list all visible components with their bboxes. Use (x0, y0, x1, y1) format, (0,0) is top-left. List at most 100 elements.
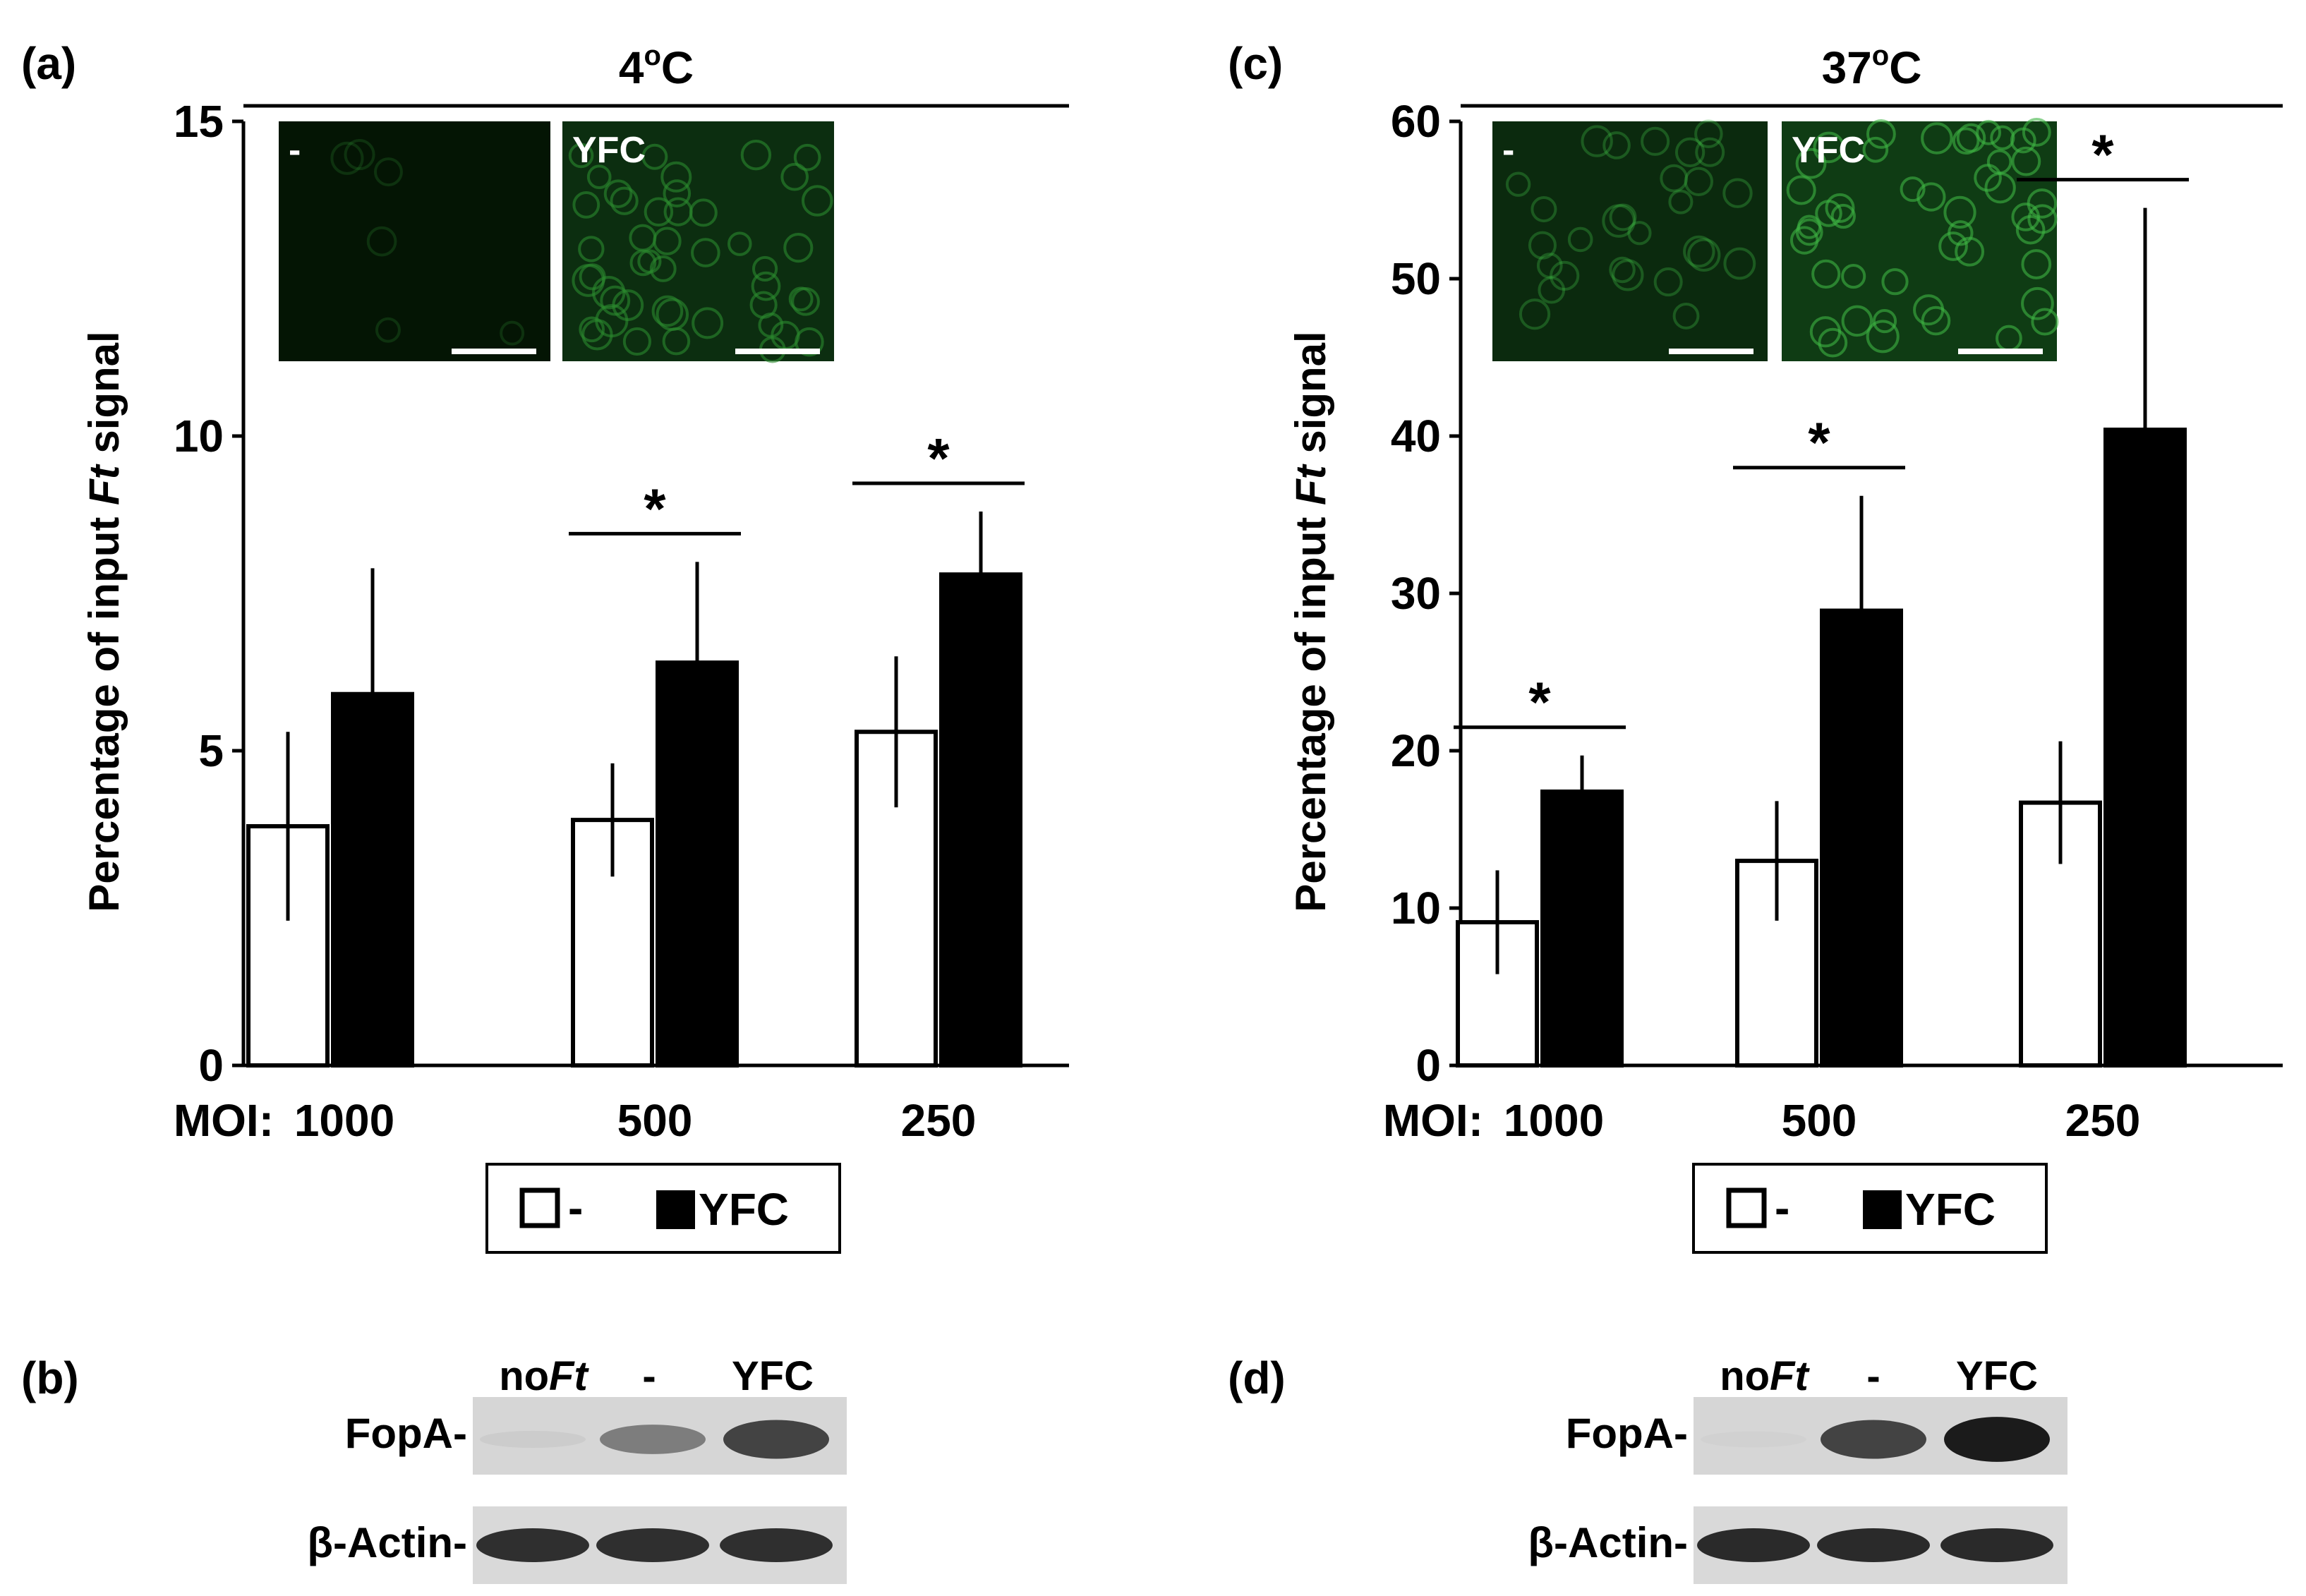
cell-spot (1976, 119, 2002, 145)
blot-band-fopa (600, 1425, 706, 1454)
legend-swatch-yfc (1863, 1190, 1902, 1229)
y-tick-label: 50 (1391, 253, 1441, 304)
blot-band-actin (1940, 1528, 2053, 1562)
bar-yfc (2103, 428, 2187, 1068)
bar-yfc (939, 572, 1022, 1068)
bar-yfc (331, 691, 414, 1068)
cell-spot (780, 162, 809, 191)
legend-swatch-control (519, 1187, 560, 1228)
cell-spot (344, 139, 375, 171)
cell-spot (791, 286, 820, 316)
blot-band-fopa (1944, 1417, 2050, 1462)
micrograph-background (279, 121, 550, 361)
cell-spot (1990, 125, 2015, 150)
blot-band-actin (1817, 1528, 1930, 1562)
cell-spot (1627, 221, 1652, 246)
scale-bar (452, 349, 536, 354)
inset-label: - (289, 130, 301, 171)
cell-spot (1684, 167, 1713, 196)
lane-label-no-ft: noFt (499, 1353, 589, 1399)
legend-label-yfc: YFC (1905, 1184, 1996, 1235)
cell-spot (1641, 126, 1670, 156)
cell-spot (1841, 305, 1873, 337)
cell-spot (622, 327, 652, 356)
cell-spot (1653, 267, 1683, 297)
cell-spot (692, 307, 724, 339)
cell-spot (663, 197, 693, 226)
micrograph-inset: - (1492, 119, 1768, 361)
blot-band-actin (720, 1528, 833, 1562)
legend-label-yfc: YFC (699, 1184, 789, 1235)
cell-spot (783, 233, 814, 263)
x-tick-label: 250 (901, 1095, 977, 1146)
cell-spot (1952, 127, 1980, 155)
cell-spot (1674, 137, 1706, 168)
cell-spot (727, 231, 752, 256)
cell-spot (1695, 137, 1725, 167)
panel-letter: (c) (1228, 38, 1283, 89)
cell-spot (629, 249, 657, 277)
cell-spot (1866, 119, 1896, 149)
scale-bar (1669, 349, 1753, 354)
cell-spot (1900, 176, 1926, 202)
blot-band-fopa (723, 1420, 829, 1459)
cell-spot (1536, 253, 1563, 279)
y-tick-label: 0 (1415, 1040, 1441, 1091)
blot-band-fopa (1701, 1432, 1806, 1448)
scale-bar (735, 349, 820, 354)
lane-label-yfc: YFC (732, 1353, 814, 1399)
cell-spot (1609, 203, 1637, 231)
significance-star: * (1528, 671, 1551, 734)
lane-label-yfc: YFC (1956, 1353, 2038, 1399)
legend-label-control: - (568, 1183, 583, 1233)
y-tick-label: 10 (174, 411, 224, 461)
chart-panel-1: (c) 37oC - YFC 0 10 20 30 40 50 60 Percentage of in… (1228, 38, 2283, 1584)
cell-spot (1956, 123, 1986, 153)
significance-star: * (1808, 411, 1830, 474)
blot-row-label-fopa: FopA- (345, 1410, 467, 1457)
cell-spot (1519, 298, 1551, 330)
cell-spot (1550, 260, 1580, 291)
cell-spot (1694, 119, 1723, 148)
y-tick-label: 10 (1391, 883, 1441, 933)
cell-spot (2021, 249, 2052, 279)
panel-letter: (a) (21, 38, 76, 89)
cell-spot (651, 295, 684, 327)
cell-spot (610, 186, 639, 215)
blot-letter: (b) (21, 1353, 79, 1403)
western-blot: (d) noFt - YFC FopA-β-Actin- (1228, 1353, 2067, 1584)
cell-spot (603, 179, 633, 208)
blot-band-actin (596, 1528, 709, 1562)
cell-spot (1830, 203, 1856, 229)
cell-spot (641, 143, 668, 170)
inset-label: YFC (572, 130, 646, 171)
chart-title: 37oC (1822, 40, 1922, 93)
cell-spot (375, 317, 401, 343)
inset-label: YFC (1792, 130, 1865, 171)
cell-spot (1913, 294, 1945, 326)
cell-spot (1683, 235, 1715, 268)
cell-spot (2027, 188, 2058, 219)
significance-star: * (644, 477, 666, 540)
y-tick-label: 15 (174, 96, 224, 147)
y-tick-label: 30 (1391, 568, 1441, 619)
cell-spot (660, 161, 692, 193)
significance-star: * (927, 427, 950, 490)
cell-spot (1916, 182, 1946, 212)
x-tick-label: 500 (1782, 1095, 1857, 1146)
cell-spot (1609, 256, 1636, 284)
cell-spot (330, 141, 364, 175)
cell-spot (1818, 327, 1848, 358)
cell-spot (1921, 122, 1953, 155)
cell-spot (373, 157, 403, 187)
blot-row-label-actin: β-Actin- (1528, 1519, 1688, 1566)
cell-spot (649, 255, 677, 282)
cell-spot (751, 271, 781, 301)
cell-spot (1660, 164, 1689, 193)
cell-spot (1943, 195, 1976, 229)
cell-spot (579, 316, 605, 343)
y-tick-label: 40 (1391, 411, 1441, 461)
bar-yfc (1540, 789, 1624, 1068)
cell-spot (1815, 200, 1842, 227)
